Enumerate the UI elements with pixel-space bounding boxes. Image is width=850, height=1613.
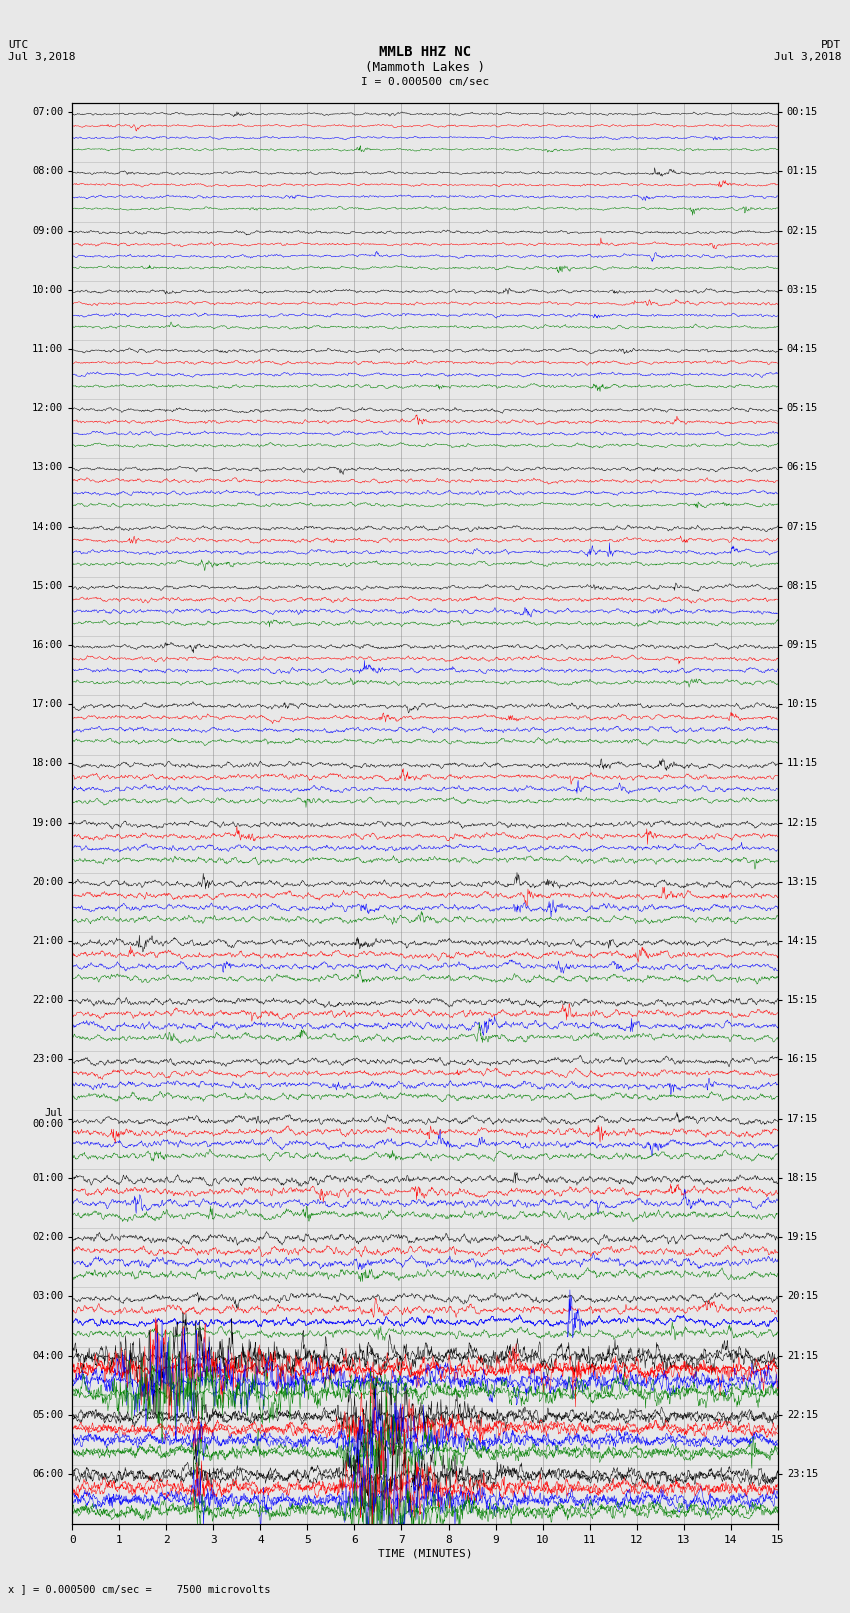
Text: UTC
Jul 3,2018: UTC Jul 3,2018 [8, 40, 76, 61]
Text: MMLB HHZ NC: MMLB HHZ NC [379, 45, 471, 60]
Text: I = 0.000500 cm/sec: I = 0.000500 cm/sec [361, 77, 489, 87]
X-axis label: TIME (MINUTES): TIME (MINUTES) [377, 1548, 473, 1558]
Text: x ] = 0.000500 cm/sec =    7500 microvolts: x ] = 0.000500 cm/sec = 7500 microvolts [8, 1584, 271, 1594]
Text: (Mammoth Lakes ): (Mammoth Lakes ) [365, 61, 485, 74]
Text: PDT
Jul 3,2018: PDT Jul 3,2018 [774, 40, 842, 61]
